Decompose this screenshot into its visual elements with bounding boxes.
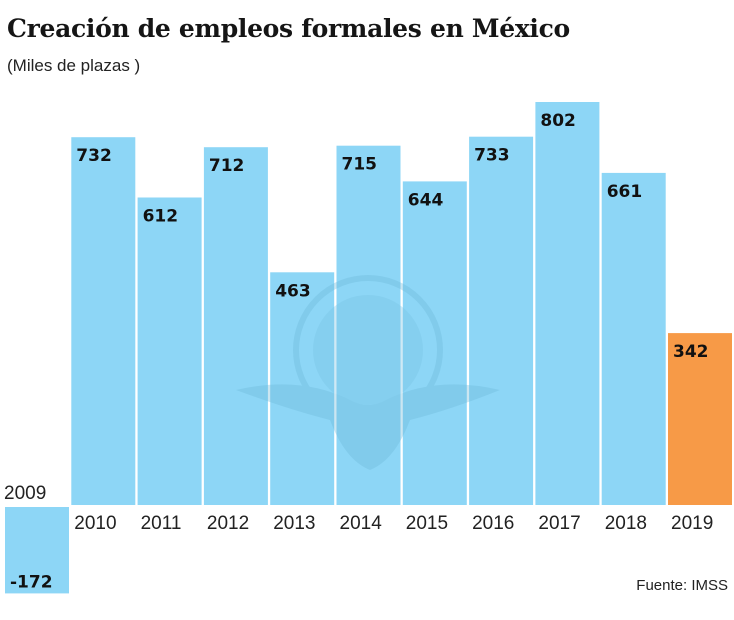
value-label-2012: 712: [209, 156, 245, 176]
chart-title: Creación de empleos formales en México: [7, 14, 570, 43]
bar-2016: [469, 136, 534, 505]
value-label-2017: 802: [540, 111, 576, 131]
bar-2018: [601, 172, 666, 505]
labels-group: -172 2009 732 2010 612 2011 712 2012 463 2013 715 2…: [4, 111, 713, 592]
bar-2013: [270, 272, 335, 505]
bar-2014: [336, 145, 401, 505]
value-label-2013: 463: [275, 281, 311, 301]
bar-2010: [71, 137, 136, 505]
value-label-2018: 661: [607, 182, 643, 202]
imss-logo-watermark-icon: [236, 275, 500, 470]
bars-group: [5, 102, 732, 594]
category-label-2012: 2012: [207, 513, 249, 534]
value-label-2010: 732: [76, 146, 112, 166]
value-label-2014: 715: [342, 155, 378, 175]
value-label-2009: -172: [10, 572, 53, 592]
category-label-2010: 2010: [74, 513, 116, 534]
bar-2019: [668, 333, 732, 505]
bar-2009: [5, 507, 69, 594]
bar-2011: [137, 197, 202, 505]
category-label-2015: 2015: [406, 513, 448, 534]
bar-2015: [402, 181, 467, 505]
category-label-2009: 2009: [4, 483, 46, 504]
category-label-2011: 2011: [141, 513, 182, 534]
category-label-2018: 2018: [605, 513, 647, 534]
bar-2017: [535, 102, 600, 505]
category-label-2014: 2014: [340, 513, 383, 534]
category-label-2013: 2013: [273, 513, 315, 534]
value-label-2019: 342: [673, 342, 709, 362]
value-label-2011: 612: [143, 207, 179, 227]
chart-subtitle: (Miles de plazas ): [7, 56, 141, 75]
source-note: Fuente: IMSS: [636, 577, 728, 594]
category-label-2019: 2019: [671, 513, 713, 534]
value-label-2015: 644: [408, 190, 444, 210]
bar-2012: [203, 147, 268, 505]
category-label-2017: 2017: [538, 513, 580, 534]
category-label-2016: 2016: [472, 513, 514, 534]
value-label-2016: 733: [474, 146, 510, 166]
